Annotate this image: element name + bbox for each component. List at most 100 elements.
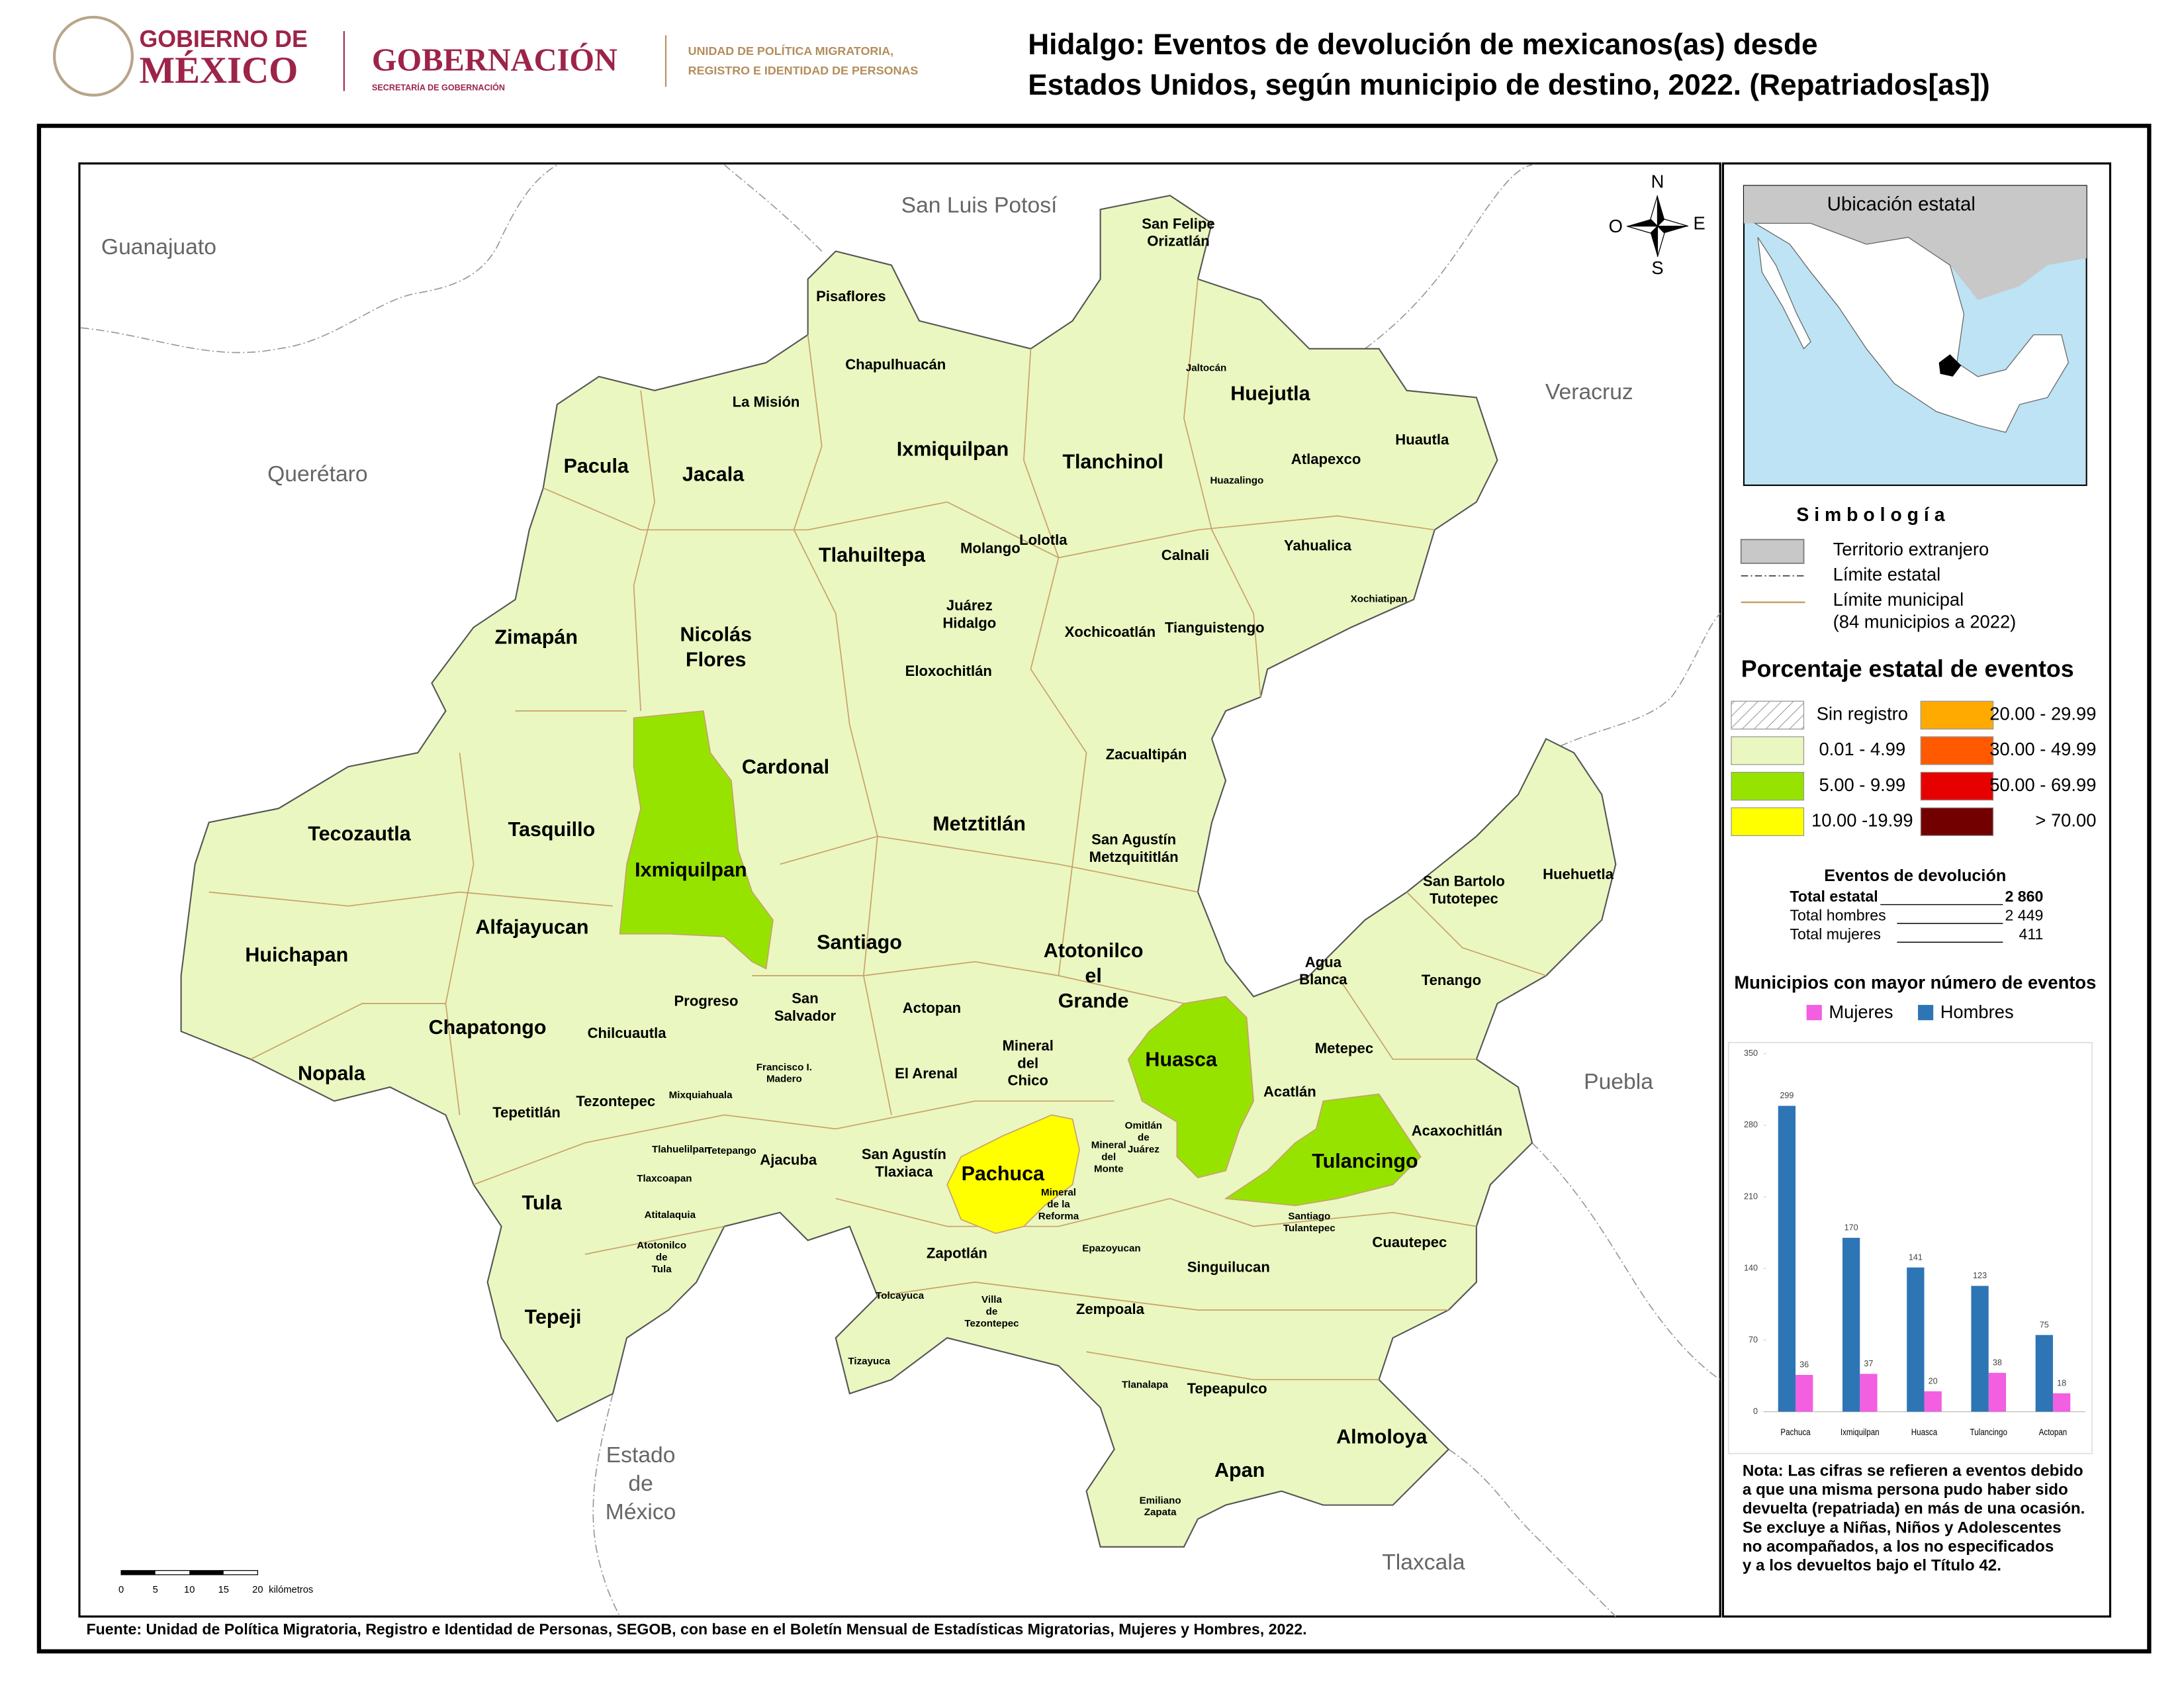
municipio-label: Monte <box>1094 1163 1124 1174</box>
municipio-label: Zempoala <box>1076 1301 1145 1317</box>
data-label: 170 <box>1844 1223 1858 1233</box>
data-label: 18 <box>2057 1378 2066 1387</box>
x-tick-label: Tulancingo <box>1970 1427 2007 1437</box>
municipio-label: Omitlán <box>1125 1120 1162 1131</box>
municipio-label: Singuilucan <box>1187 1259 1270 1276</box>
municipio-label: Santiago <box>1288 1211 1330 1222</box>
municipio-label: Orizatlán <box>1147 233 1209 250</box>
municipio-label: Lolotla <box>1019 532 1068 548</box>
legend-class: 10.00 -19.99 <box>1811 810 1913 831</box>
header-emblem <box>52 15 667 97</box>
municipio-label: Epazoyucan <box>1082 1243 1140 1254</box>
data-label: 20 <box>1929 1376 1938 1385</box>
municipio-label: Tlahuelilpan <box>652 1144 710 1155</box>
municipio-label: Pacula <box>564 455 629 477</box>
state-name: Guanajuato <box>101 235 216 259</box>
municipal-borders <box>208 279 1547 1381</box>
data-label: 37 <box>1864 1359 1873 1368</box>
municipio-label: Tezontepec <box>576 1093 655 1109</box>
municipio-label: Huehuetla <box>1543 866 1614 882</box>
municipio-label: Tula <box>652 1264 672 1275</box>
municipio-label: El Arenal <box>895 1065 958 1082</box>
municipality-fill <box>1127 996 1254 1178</box>
municipio-label: Tlahuiltepa <box>819 543 926 566</box>
municipio-label: Acatlán <box>1263 1083 1316 1100</box>
legend-swatch <box>1918 1005 1934 1021</box>
bar <box>2052 1393 2071 1412</box>
municipio-label: San Agustín <box>862 1146 946 1162</box>
bar <box>1860 1374 1878 1412</box>
municipio-label: Salvador <box>774 1008 837 1024</box>
state-name: San Luis Potosí <box>901 193 1058 218</box>
state-shape <box>180 195 1617 1548</box>
legend-item: Límite municipal <box>1833 589 1964 610</box>
municipio-label: Molango <box>960 540 1021 557</box>
municipio-label: San Felipe <box>1142 215 1214 232</box>
compass-label: O <box>1609 216 1623 236</box>
municipio-label: Mixquiahuala <box>669 1090 733 1101</box>
inset-title: Ubicación estatal <box>1827 193 1976 215</box>
logo-text: REGISTRO E IDENTIDAD DE PERSONAS <box>688 64 919 77</box>
legend-swatch <box>1920 771 1994 801</box>
legend-item: Territorio extranjero <box>1833 539 1989 559</box>
municipio-label: Tizayuca <box>848 1356 890 1367</box>
state-name: Puebla <box>1584 1070 1653 1094</box>
compass <box>1626 195 1688 258</box>
y-tick-label: 140 <box>1744 1264 1758 1273</box>
municipio-label: del <box>1017 1055 1038 1071</box>
logo-text: UNIDAD DE POLÍTICA MIGRATORIA, <box>688 44 894 58</box>
state-name: México <box>606 1500 676 1524</box>
municipio-label: Tolcayuca <box>876 1290 925 1301</box>
municipio-label: Huazalingo <box>1210 475 1263 487</box>
municipio-label: Emiliano <box>1140 1495 1181 1506</box>
municipio-label: Chapulhuacán <box>845 356 946 373</box>
compass-label: E <box>1693 213 1705 234</box>
municipality-fill <box>619 710 774 970</box>
legend-swatch <box>1806 1005 1822 1021</box>
municipio-label: Tulancingo <box>1312 1150 1418 1172</box>
municipio-label: Apan <box>1214 1459 1265 1481</box>
scale-tick: 20 <box>252 1585 263 1595</box>
municipio-label: Blanca <box>1299 971 1347 988</box>
data-label: 38 <box>1993 1358 2002 1367</box>
municipio-label: San Bartolo <box>1423 873 1505 890</box>
title: Estados Unidos, según municipio de desti… <box>1028 69 1990 101</box>
municipio-label: Villa <box>981 1294 1002 1305</box>
municipio-label: Atotonilco <box>1044 939 1144 962</box>
y-tick-label: 280 <box>1744 1120 1758 1129</box>
municipio-label: el <box>1085 964 1101 987</box>
municipio-label: Tlaxiaca <box>875 1164 933 1180</box>
municipio-label: Huasca <box>1145 1048 1218 1070</box>
municipio-label: Tecozautla <box>308 822 411 845</box>
legend-swatch <box>1731 771 1805 801</box>
stats-label: Total hombres <box>1790 907 1886 924</box>
data-label: 123 <box>1973 1271 1987 1280</box>
legend-entry: Hombres <box>1940 1002 2014 1022</box>
scale-bar <box>120 1570 258 1575</box>
y-tick-label: 210 <box>1744 1192 1758 1201</box>
municipio-label: Yahualica <box>1284 537 1352 553</box>
bar <box>1796 1374 1813 1412</box>
legend-item: Límite estatal <box>1833 564 1941 585</box>
municipio-label: Eloxochitlán <box>905 663 992 679</box>
neighbor-borders <box>80 164 1721 1617</box>
municipio-label: Madero <box>766 1074 802 1085</box>
x-tick-label: Huasca <box>1911 1427 1938 1437</box>
municipio-label: Zacualtipán <box>1106 746 1187 763</box>
municipio-label: Atitalaquia <box>645 1209 696 1221</box>
bar <box>1924 1391 1942 1412</box>
legend-swatch <box>1731 807 1805 837</box>
source: Fuente: Unidad de Política Migratoria, R… <box>86 1620 1306 1638</box>
municipio-label: Chapatongo <box>429 1016 547 1039</box>
municipio-label: Jaltocán <box>1186 362 1226 373</box>
municipio-label: Chico <box>1008 1072 1048 1089</box>
municipio-label: Acaxochitlán <box>1412 1122 1502 1139</box>
municipio-label: Ixmiquilpan <box>635 859 747 881</box>
stats-value: 411 <box>2019 925 2044 943</box>
municipio-label: Cuautepec <box>1372 1234 1447 1250</box>
legend-swatch <box>1920 807 1994 837</box>
municipio-label: Metzquititlán <box>1089 849 1179 865</box>
legend-class: 0.01 - 4.99 <box>1819 739 1905 759</box>
legend-title: Porcentaje estatal de eventos <box>1741 655 2074 682</box>
